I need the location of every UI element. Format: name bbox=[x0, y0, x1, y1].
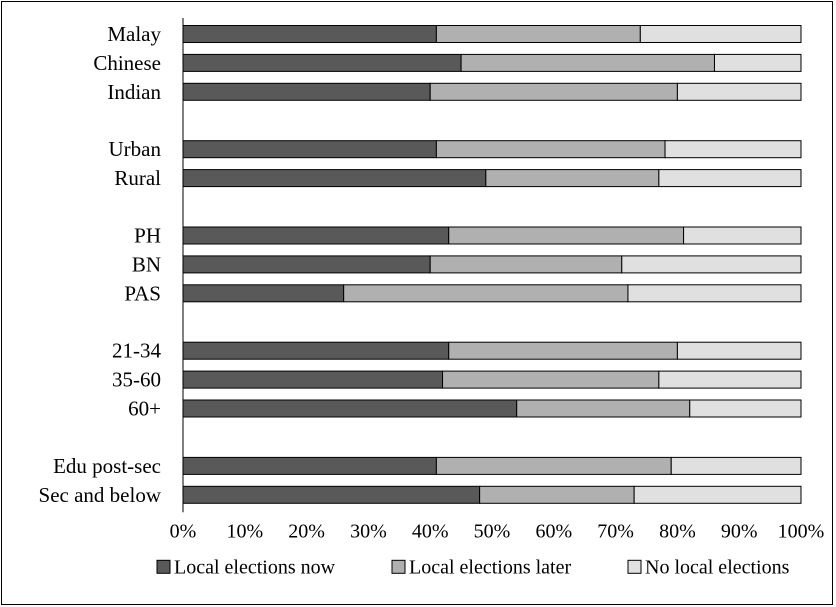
bar-indian-series-1 bbox=[182, 82, 431, 101]
bar-sec-and-below-series-2 bbox=[479, 485, 635, 504]
category-label: PH bbox=[134, 224, 161, 248]
legend-label: Local elections now bbox=[174, 556, 336, 578]
x-tick-label: 40% bbox=[412, 520, 449, 542]
bar-rural-series-1 bbox=[182, 169, 487, 188]
category-label: Rural bbox=[114, 166, 161, 190]
bar-35-60-series-3 bbox=[658, 370, 802, 389]
bar-bn-series-3 bbox=[621, 255, 802, 274]
category-label: Sec and below bbox=[39, 483, 162, 507]
bar-sec-and-below-series-3 bbox=[633, 485, 802, 504]
category-label: Urban bbox=[109, 137, 162, 161]
bar-chinese-series-2 bbox=[460, 53, 715, 72]
x-tick-label: 10% bbox=[226, 520, 263, 542]
bar-sec-and-below-series-1 bbox=[182, 485, 481, 504]
bar-bn-series-2 bbox=[429, 255, 623, 274]
bar-malay-series-3 bbox=[639, 25, 802, 43]
bar-60--series-1 bbox=[182, 399, 518, 418]
legend-label: Local elections later bbox=[409, 556, 571, 578]
category-label: Chinese bbox=[93, 51, 161, 75]
x-tick-label: 0% bbox=[170, 520, 197, 542]
bar-ph-series-1 bbox=[182, 226, 450, 245]
bar-edu-post-sec-series-2 bbox=[435, 456, 672, 475]
category-label: Indian bbox=[107, 80, 161, 104]
bar-edu-post-sec-series-3 bbox=[670, 456, 802, 475]
category-label: 60+ bbox=[128, 397, 161, 421]
bar-bn-series-1 bbox=[182, 255, 431, 274]
bar-60--series-3 bbox=[689, 399, 802, 418]
bar-21-34-series-2 bbox=[448, 341, 678, 360]
bar-rural-series-3 bbox=[658, 169, 802, 188]
bar-malay-series-2 bbox=[435, 25, 641, 43]
bar-edu-post-sec-series-1 bbox=[182, 456, 437, 475]
x-tick-label: 90% bbox=[721, 520, 758, 542]
category-label: BN bbox=[132, 252, 161, 276]
bar-urban-series-3 bbox=[664, 140, 802, 159]
category-label: 35-60 bbox=[112, 368, 161, 392]
x-tick-label: 20% bbox=[288, 520, 325, 542]
bar-35-60-series-2 bbox=[442, 370, 660, 389]
bar-60--series-2 bbox=[516, 399, 691, 418]
category-label: 21-34 bbox=[112, 339, 161, 363]
bar-rural-series-2 bbox=[485, 169, 660, 188]
bar-pas-series-3 bbox=[627, 284, 802, 303]
x-tick-label: 100% bbox=[778, 520, 825, 542]
bar-chinese-series-1 bbox=[182, 53, 462, 72]
category-label: Edu post-sec bbox=[53, 454, 161, 478]
x-tick-label: 70% bbox=[597, 520, 634, 542]
bar-pas-series-2 bbox=[343, 284, 629, 303]
bar-pas-series-1 bbox=[182, 284, 345, 303]
bar-urban-series-2 bbox=[435, 140, 666, 159]
bar-chinese-series-3 bbox=[713, 53, 802, 72]
x-tick-label: 80% bbox=[659, 520, 696, 542]
bar-ph-series-2 bbox=[448, 226, 685, 245]
bar-malay-series-1 bbox=[182, 25, 437, 43]
legend-swatch-2 bbox=[391, 559, 406, 574]
legend-label: No local elections bbox=[645, 556, 790, 578]
category-label: PAS bbox=[124, 281, 161, 305]
bar-indian-series-2 bbox=[429, 82, 678, 101]
bar-urban-series-1 bbox=[182, 140, 437, 159]
bar-ph-series-3 bbox=[683, 226, 802, 245]
bar-35-60-series-1 bbox=[182, 370, 444, 389]
category-label: Malay bbox=[107, 22, 161, 46]
bar-indian-series-3 bbox=[676, 82, 802, 101]
x-tick-label: 50% bbox=[474, 520, 511, 542]
legend-swatch-3 bbox=[627, 559, 642, 574]
legend-swatch-1 bbox=[156, 559, 171, 574]
bar-21-34-series-1 bbox=[182, 341, 450, 360]
bar-21-34-series-3 bbox=[676, 341, 802, 360]
x-tick-label: 30% bbox=[350, 520, 387, 542]
x-tick-label: 60% bbox=[535, 520, 572, 542]
